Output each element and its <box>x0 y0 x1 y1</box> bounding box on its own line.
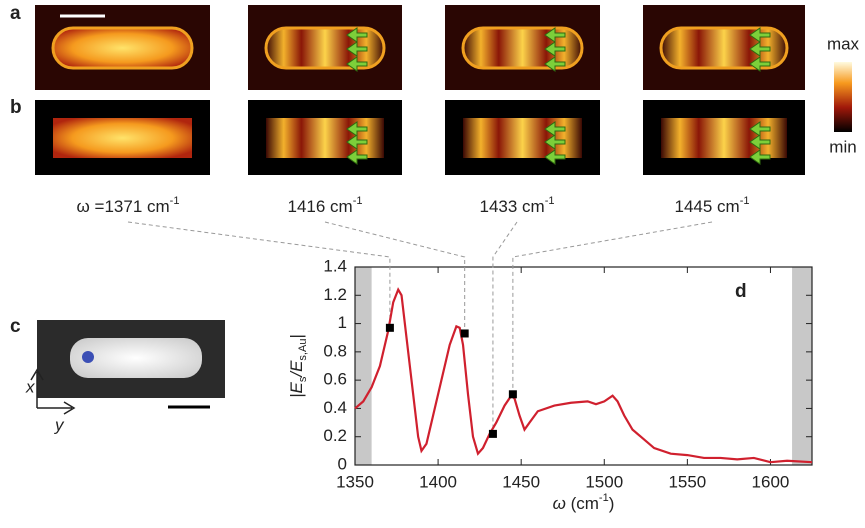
arrow <box>749 41 771 57</box>
y-tick-label: 1.4 <box>323 256 347 275</box>
x-tick-label: 1400 <box>419 472 457 491</box>
x-axis-label: ω (cm-1) <box>553 492 615 514</box>
axis-y-label: y <box>54 415 65 434</box>
images <box>35 5 805 175</box>
arrow <box>749 149 771 165</box>
arrow <box>544 56 566 72</box>
colorbar-min: min <box>829 137 856 156</box>
marker <box>460 329 469 338</box>
y-tick-label: 0.6 <box>323 370 347 389</box>
frequency-text: 1433 cm <box>480 197 545 216</box>
frequency-label: 1445 cm-1 <box>675 195 750 217</box>
panel-label: d <box>735 281 747 302</box>
simulated-field <box>661 118 787 158</box>
y-tick-label: 0.4 <box>323 398 347 417</box>
frequency-label: 1433 cm-1 <box>480 195 555 217</box>
frequency-label: 1416 cm-1 <box>288 195 363 217</box>
leader-line <box>324 221 466 334</box>
arrow <box>346 27 368 43</box>
frequency-unit-sup: -1 <box>545 195 555 207</box>
x-label-part: -1 <box>599 492 609 504</box>
x-tick-label: 1450 <box>502 472 540 491</box>
x-label-part: ω <box>553 494 566 513</box>
y-tick-label: 1 <box>338 313 347 332</box>
y-axis-label: |Es/Es,Au| <box>287 334 308 398</box>
y-tick-label: 0 <box>338 454 347 473</box>
x-label-part: (cm <box>566 494 599 513</box>
simulated-field <box>53 118 192 158</box>
simulated-field <box>266 118 384 158</box>
marker <box>488 429 497 438</box>
arrow <box>749 56 771 72</box>
marker <box>385 323 394 332</box>
leader-line <box>492 221 518 434</box>
x-tick-label: 1350 <box>336 472 374 491</box>
panel-label: c <box>10 316 21 337</box>
arrow <box>346 149 368 165</box>
frequency-unit-sup: -1 <box>353 195 363 207</box>
axes-arrows <box>30 368 76 415</box>
shaded-region <box>355 267 372 465</box>
x-tick-label: 1550 <box>668 472 706 491</box>
arrow <box>749 27 771 43</box>
x-tick-label: 1600 <box>752 472 790 491</box>
arrow <box>346 56 368 72</box>
chart: 0 0.2 0.4 0.6 0.8 1 1.2 1.4 1350 1400 1450 1500 1550… <box>77 195 813 514</box>
x-tick-label: 1500 <box>585 472 623 491</box>
arrow <box>544 41 566 57</box>
leader-line <box>127 221 391 328</box>
simulated-field <box>463 118 582 158</box>
arrow <box>346 134 368 150</box>
plot-frame <box>354 266 813 466</box>
arrow <box>544 149 566 165</box>
y-tick-label: 0.2 <box>323 426 347 445</box>
panel-label: a <box>10 3 21 24</box>
frequency-label: ω =1371 cm-1 <box>77 195 180 217</box>
y-label-part: | <box>287 334 306 338</box>
arrow <box>544 27 566 43</box>
frequency-text: 1445 cm <box>675 197 740 216</box>
frequency-unit-sup: -1 <box>170 195 180 207</box>
y-label-part: s,Au <box>297 339 309 361</box>
x-label-part: ) <box>609 494 615 513</box>
panel-label: b <box>10 97 22 118</box>
colorbar <box>834 62 852 132</box>
marker <box>508 390 517 399</box>
arrow <box>749 121 771 137</box>
y-tick-label: 0.8 <box>323 341 347 360</box>
arrow <box>346 121 368 137</box>
leader-line <box>512 221 713 395</box>
spectrum-line <box>354 287 813 464</box>
frequency-unit-sup: -1 <box>740 195 750 207</box>
nanorod-signal <box>51 26 194 70</box>
y-label-part: /E <box>287 360 306 378</box>
frequency-text: ω =1371 cm <box>77 197 170 216</box>
y-label-part: s <box>297 376 309 382</box>
nanorod <box>70 338 202 378</box>
shaded-region <box>792 267 812 465</box>
axis-x-label: x <box>25 377 35 396</box>
arrow <box>346 41 368 57</box>
arrow <box>544 134 566 150</box>
y-label-part: |E <box>287 381 306 397</box>
arrow <box>749 134 771 150</box>
y-tick-label: 1.2 <box>323 285 347 304</box>
colorbar-max: max <box>827 34 860 53</box>
frequency-text: 1416 cm <box>288 197 353 216</box>
arrow <box>544 121 566 137</box>
tip-position <box>82 351 94 363</box>
